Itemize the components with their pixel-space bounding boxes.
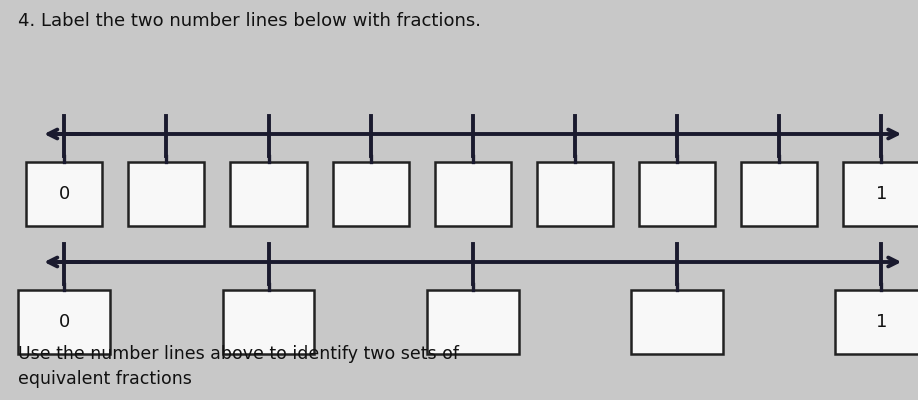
- FancyBboxPatch shape: [639, 162, 715, 226]
- Text: 0: 0: [59, 313, 70, 331]
- FancyBboxPatch shape: [230, 162, 307, 226]
- FancyBboxPatch shape: [537, 162, 613, 226]
- Text: 0: 0: [59, 185, 70, 203]
- FancyBboxPatch shape: [129, 162, 205, 226]
- FancyBboxPatch shape: [835, 290, 918, 354]
- Text: Use the number lines above to identify two sets of
equivalent fractions: Use the number lines above to identify t…: [18, 345, 459, 388]
- FancyBboxPatch shape: [435, 162, 510, 226]
- Text: 1: 1: [876, 313, 887, 331]
- FancyBboxPatch shape: [427, 290, 519, 354]
- FancyBboxPatch shape: [741, 162, 817, 226]
- FancyBboxPatch shape: [222, 290, 315, 354]
- FancyBboxPatch shape: [632, 290, 723, 354]
- FancyBboxPatch shape: [332, 162, 409, 226]
- FancyBboxPatch shape: [18, 290, 110, 354]
- FancyBboxPatch shape: [27, 162, 103, 226]
- Text: 1: 1: [876, 185, 887, 203]
- FancyBboxPatch shape: [844, 162, 918, 226]
- Text: 4. Label the two number lines below with fractions.: 4. Label the two number lines below with…: [18, 12, 481, 30]
